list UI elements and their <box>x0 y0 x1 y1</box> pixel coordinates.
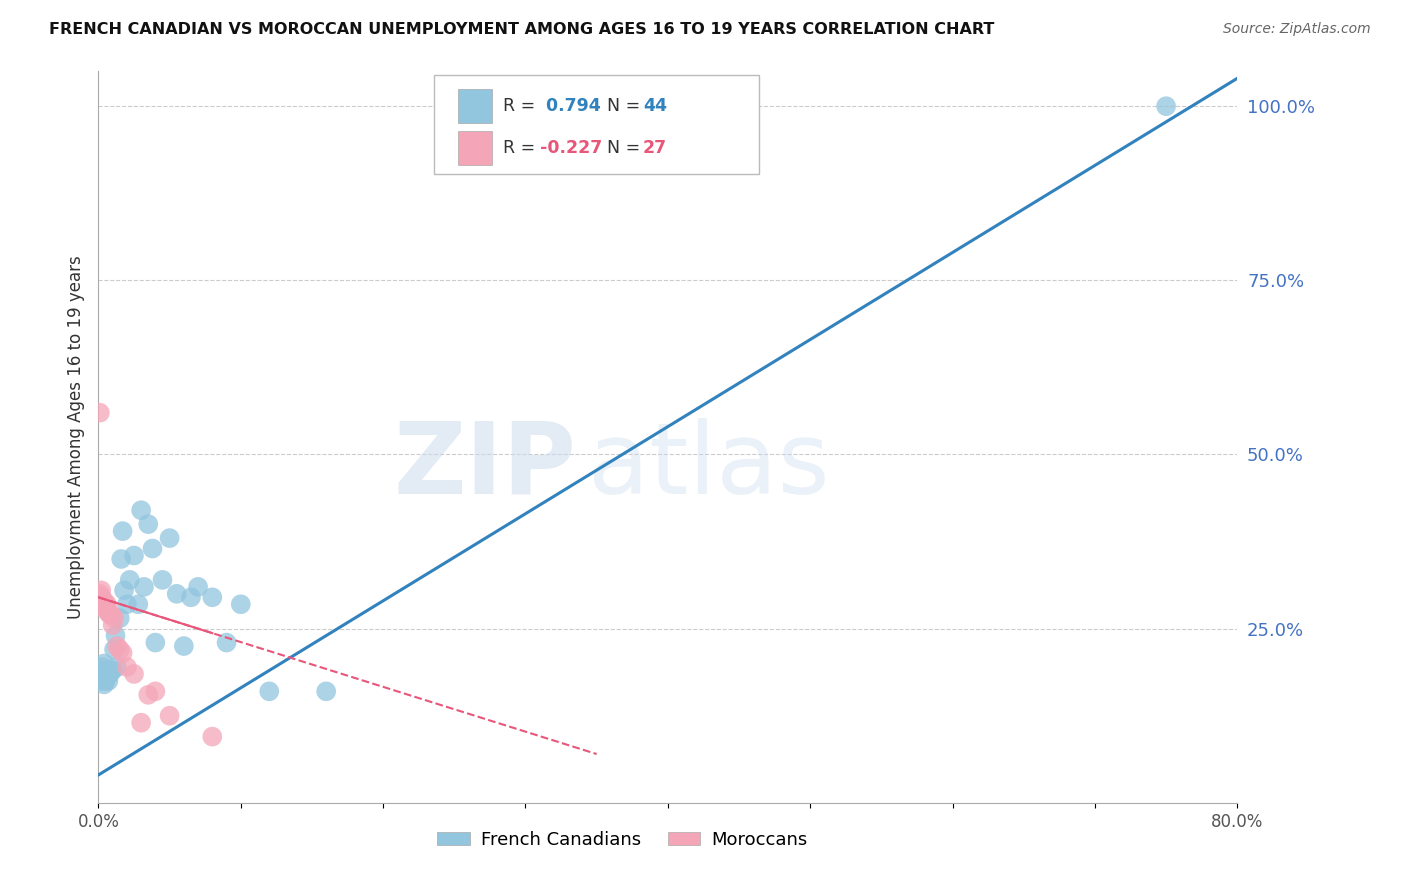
Point <box>97 667 120 681</box>
Point <box>115 597 138 611</box>
Point <box>159 708 181 723</box>
Point <box>93 594 115 608</box>
Point <box>136 517 159 532</box>
Point <box>90 673 112 688</box>
Point <box>129 503 152 517</box>
Text: N =: N = <box>596 97 645 115</box>
Point <box>96 597 118 611</box>
Point <box>315 684 337 698</box>
Legend: French Canadians, Moroccans: French Canadians, Moroccans <box>430 823 814 856</box>
Point <box>103 611 125 625</box>
Point <box>98 607 121 622</box>
Point <box>101 664 124 678</box>
Y-axis label: Unemployment Among Ages 16 to 19 years: Unemployment Among Ages 16 to 19 years <box>66 255 84 619</box>
Point <box>97 604 120 618</box>
Point <box>94 673 117 688</box>
Point <box>100 607 122 622</box>
Point <box>94 667 117 681</box>
Point <box>145 635 167 649</box>
Point <box>105 639 128 653</box>
Point <box>100 664 122 678</box>
Point <box>94 597 117 611</box>
Point <box>122 667 145 681</box>
Point <box>89 667 111 681</box>
Text: 27: 27 <box>643 139 666 157</box>
Point <box>111 524 134 538</box>
Point <box>132 580 155 594</box>
Point <box>91 594 114 608</box>
Text: 44: 44 <box>643 97 666 115</box>
Point <box>259 684 281 698</box>
Point <box>96 670 118 684</box>
Point <box>136 688 159 702</box>
Point <box>215 635 238 649</box>
Point <box>122 549 145 563</box>
Text: ZIP: ZIP <box>394 417 576 515</box>
FancyBboxPatch shape <box>434 75 759 174</box>
Point <box>110 552 132 566</box>
Point <box>229 597 252 611</box>
Point <box>108 642 131 657</box>
Point <box>201 591 224 605</box>
Point <box>129 715 152 730</box>
Text: N =: N = <box>596 139 645 157</box>
Point <box>96 604 118 618</box>
Point <box>166 587 188 601</box>
Text: 0.794: 0.794 <box>540 97 600 115</box>
Point <box>201 730 224 744</box>
Point <box>91 597 114 611</box>
Point <box>93 677 115 691</box>
Point <box>89 406 111 420</box>
Point <box>90 664 112 678</box>
Point <box>187 580 209 594</box>
Text: atlas: atlas <box>588 417 830 515</box>
Point <box>101 618 124 632</box>
Point <box>90 583 112 598</box>
Point <box>91 670 114 684</box>
Point <box>141 541 163 556</box>
Point <box>93 657 115 671</box>
Point <box>159 531 181 545</box>
FancyBboxPatch shape <box>458 131 492 165</box>
Point <box>112 583 135 598</box>
Point <box>90 591 112 605</box>
Point <box>91 660 114 674</box>
Point <box>180 591 202 605</box>
Text: R =: R = <box>503 97 540 115</box>
Point <box>98 667 121 681</box>
Text: -0.227: -0.227 <box>540 139 603 157</box>
Point <box>103 642 125 657</box>
Point <box>118 573 141 587</box>
Text: Source: ZipAtlas.com: Source: ZipAtlas.com <box>1223 22 1371 37</box>
Point <box>105 660 128 674</box>
Point <box>94 600 117 615</box>
Point <box>108 611 131 625</box>
Text: FRENCH CANADIAN VS MOROCCAN UNEMPLOYMENT AMONG AGES 16 TO 19 YEARS CORRELATION C: FRENCH CANADIAN VS MOROCCAN UNEMPLOYMENT… <box>49 22 994 37</box>
Point <box>1154 99 1177 113</box>
Point <box>96 664 118 678</box>
Point <box>89 587 111 601</box>
Point <box>127 597 149 611</box>
Point <box>152 573 174 587</box>
Point <box>173 639 195 653</box>
Point <box>104 629 127 643</box>
Text: R =: R = <box>503 139 540 157</box>
Point <box>145 684 167 698</box>
Point <box>111 646 134 660</box>
Point <box>93 597 115 611</box>
FancyBboxPatch shape <box>458 89 492 122</box>
Point <box>115 660 138 674</box>
Point <box>97 673 120 688</box>
